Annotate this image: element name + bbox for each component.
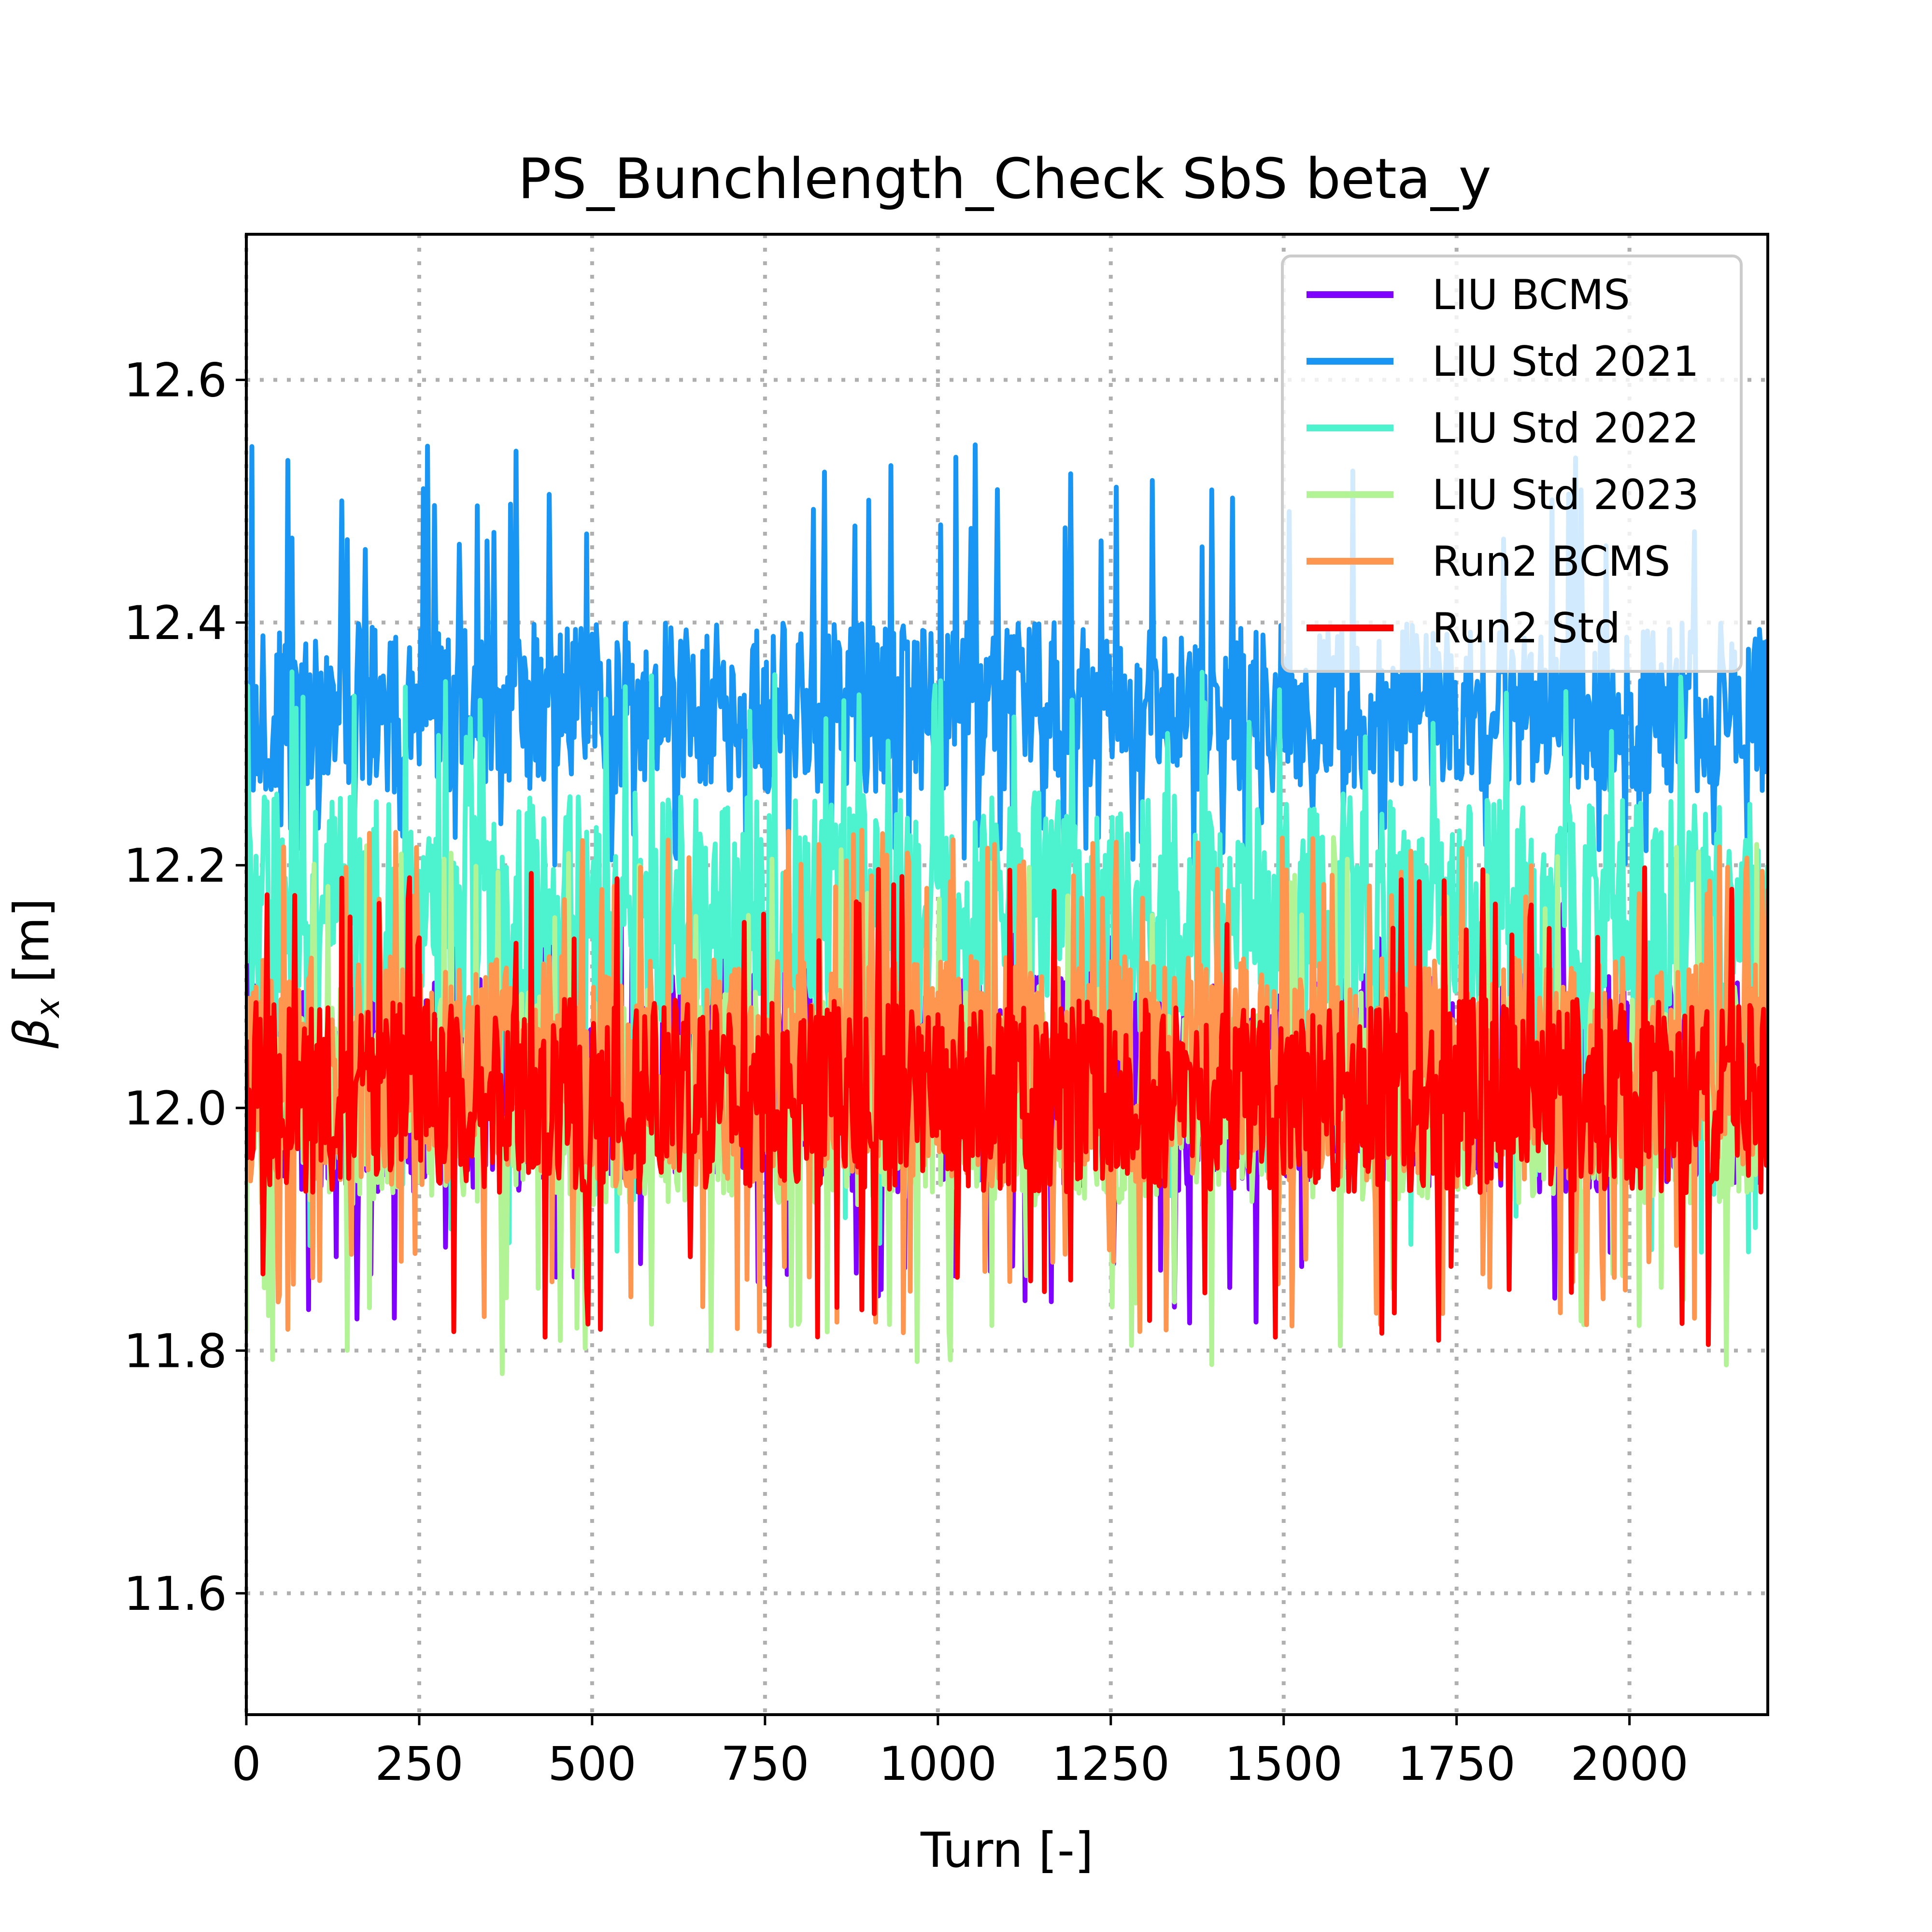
y-axis-label-symbol: β — [3, 1018, 60, 1049]
x-axis-label: Turn [-] — [920, 1822, 1094, 1878]
legend-label: LIU Std 2023 — [1432, 471, 1699, 519]
y-tick-label: 12.2 — [124, 838, 227, 893]
series-lines — [246, 442, 1768, 1377]
series-line — [246, 442, 1768, 868]
x-tick-label: 500 — [548, 1737, 636, 1791]
x-tick-label: 1250 — [1052, 1737, 1170, 1791]
legend: LIU BCMS LIU Std 2021 LIU Std 2022 LIU Std … — [1281, 255, 1743, 673]
plot-area — [246, 442, 1768, 1377]
series-line — [246, 865, 1768, 1349]
y-tick-label: 12.6 — [124, 353, 227, 407]
x-tick-label: 2000 — [1570, 1737, 1688, 1791]
y-axis-label: βx [m] — [3, 898, 67, 1049]
y-axis-label-subscript: x — [29, 998, 67, 1019]
y-axis-ticks: 11.6 11.8 12.0 12.2 12.4 12.6 — [124, 353, 246, 1621]
axes-frame — [245, 233, 1769, 1716]
y-tick-label: 11.6 — [124, 1567, 227, 1621]
legend-label: LIU Std 2022 — [1432, 404, 1699, 453]
x-tick-label: 1000 — [879, 1737, 997, 1791]
x-tick-label: 1500 — [1225, 1737, 1343, 1791]
legend-label: Run2 Std — [1432, 604, 1620, 653]
legend-box — [1281, 255, 1743, 673]
y-tick-label: 11.8 — [124, 1324, 227, 1378]
legend-label: LIU Std 2021 — [1432, 338, 1699, 386]
x-axis-ticks: 0 250 500 750 1000 1250 1500 1750 2000 — [231, 1715, 1689, 1791]
x-tick-label: 0 — [231, 1737, 261, 1791]
legend-label: Run2 BCMS — [1432, 538, 1670, 586]
y-axis-label-unit: [m] — [3, 898, 60, 998]
y-tick-label: 12.4 — [124, 596, 227, 650]
x-tick-label: 250 — [375, 1737, 463, 1791]
x-tick-label: 750 — [721, 1737, 809, 1791]
y-tick-label: 12.0 — [124, 1081, 227, 1136]
legend-label: LIU BCMS — [1432, 271, 1630, 319]
x-tick-label: 1750 — [1398, 1737, 1516, 1791]
chart-title: PS_Bunchlength_Check SbS beta_y — [518, 147, 1491, 212]
